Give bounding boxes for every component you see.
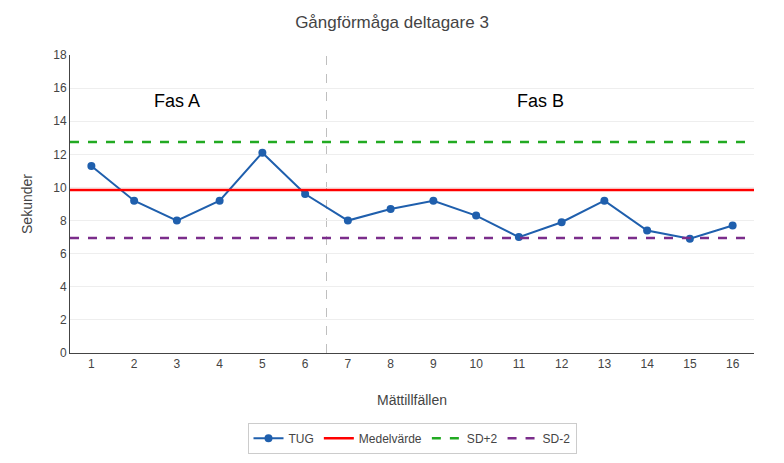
svg-text:18: 18	[53, 48, 67, 62]
svg-text:5: 5	[259, 357, 266, 371]
svg-text:TUG: TUG	[289, 432, 314, 446]
svg-text:16: 16	[726, 357, 740, 371]
svg-text:10: 10	[469, 357, 483, 371]
svg-text:6: 6	[302, 357, 309, 371]
svg-text:2: 2	[60, 313, 67, 327]
svg-text:15: 15	[683, 357, 697, 371]
svg-text:8: 8	[60, 214, 67, 228]
svg-text:10: 10	[53, 181, 67, 195]
svg-text:12: 12	[555, 357, 569, 371]
svg-text:14: 14	[53, 114, 67, 128]
svg-text:11: 11	[513, 357, 526, 371]
svg-text:6: 6	[60, 247, 67, 261]
svg-text:SD+2: SD+2	[467, 432, 498, 446]
svg-text:13: 13	[598, 357, 612, 371]
svg-text:SD-2: SD-2	[543, 432, 571, 446]
svg-text:Mättillfällen: Mättillfällen	[377, 392, 447, 408]
svg-text:4: 4	[60, 280, 67, 294]
svg-text:9: 9	[430, 357, 437, 371]
svg-text:8: 8	[387, 357, 394, 371]
svg-text:Fas A: Fas A	[154, 91, 200, 111]
svg-text:Sekunder: Sekunder	[19, 174, 35, 234]
svg-text:12: 12	[53, 148, 67, 162]
svg-text:Gångförmåga deltagare 3: Gångförmåga deltagare 3	[295, 13, 489, 32]
svg-text:4: 4	[216, 357, 223, 371]
svg-text:3: 3	[174, 357, 181, 371]
svg-text:Fas B: Fas B	[517, 91, 564, 111]
svg-text:2: 2	[131, 357, 138, 371]
svg-text:16: 16	[53, 81, 67, 95]
svg-text:7: 7	[345, 357, 352, 371]
svg-text:14: 14	[640, 357, 654, 371]
svg-text:1: 1	[88, 357, 95, 371]
svg-text:Medelvärde: Medelvärde	[359, 432, 422, 446]
svg-text:0: 0	[60, 346, 67, 360]
